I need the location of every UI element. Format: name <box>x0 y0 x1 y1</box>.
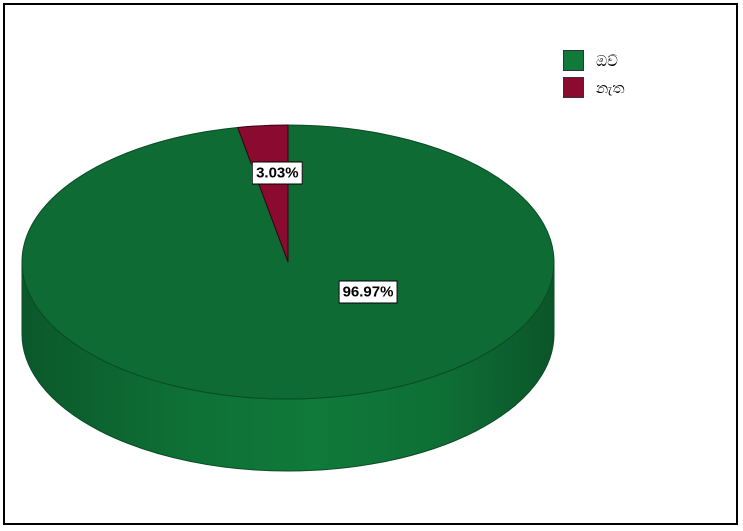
legend-label-no: නැත <box>596 78 625 97</box>
legend-item-yes: ඔව් <box>563 47 625 74</box>
legend: ඔව් නැත <box>563 47 625 101</box>
pie-slice-no <box>236 124 289 263</box>
data-label-no: 3.03% <box>252 161 303 185</box>
data-label-yes: 96.97% <box>338 280 398 304</box>
legend-swatch-yes <box>563 50 584 71</box>
legend-label-yes: ඔව් <box>596 51 618 70</box>
legend-item-no: නැත <box>563 74 625 101</box>
legend-swatch-no <box>563 77 584 98</box>
